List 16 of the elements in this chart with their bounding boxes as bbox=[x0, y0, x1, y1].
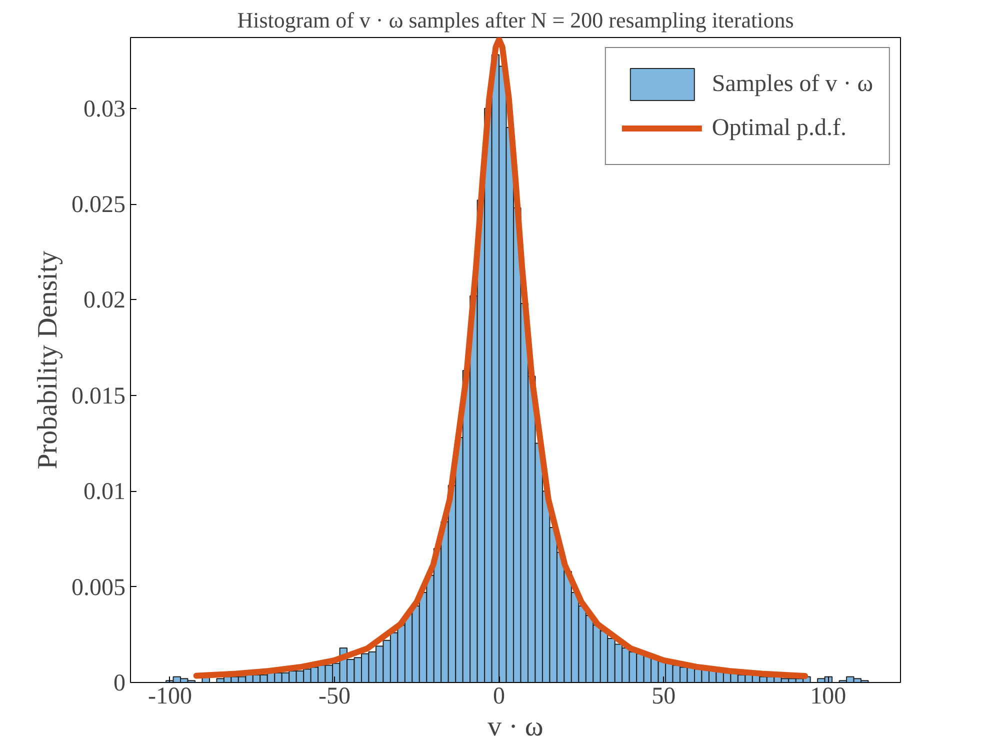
y-tick-label: 0.01 bbox=[84, 479, 126, 506]
x-tick-label: 0 bbox=[493, 684, 506, 710]
legend-label: Optimal p.d.f. bbox=[712, 114, 847, 142]
x-tick-label: -100 bbox=[148, 684, 192, 710]
x-tick-label: 100 bbox=[810, 684, 846, 710]
y-tick-label: 0.025 bbox=[72, 192, 126, 218]
y-tick-label: 0.03 bbox=[84, 96, 126, 122]
legend-label: Samples of v · ω bbox=[712, 70, 873, 98]
y-tick-label: 0.005 bbox=[72, 574, 126, 601]
chart-title: Histogram of v · ω samples after N = 200 resampling iterations bbox=[237, 8, 794, 32]
x-tick-label: 50 bbox=[652, 684, 676, 710]
x-axis-title: v · ω bbox=[488, 712, 544, 742]
y-tick-label: 0.015 bbox=[72, 383, 126, 410]
x-tick-label: -50 bbox=[318, 684, 351, 710]
y-tick-label: 0.02 bbox=[84, 288, 126, 314]
y-axis-title: Probability Density bbox=[32, 250, 64, 470]
